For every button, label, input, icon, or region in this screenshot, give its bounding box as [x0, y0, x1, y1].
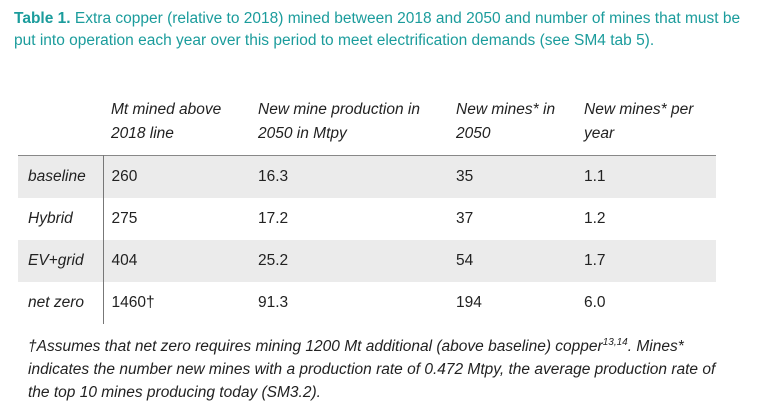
- table-cell: 17.2: [258, 210, 289, 227]
- table-row: Hybrid 275 17.2 37 1.2: [18, 198, 716, 240]
- table-cell: 1460†: [111, 294, 155, 311]
- table-cell: 6.0: [584, 294, 606, 311]
- row-label: EV+grid: [18, 240, 104, 282]
- table-cell: 35: [448, 155, 576, 198]
- header-cell: [18, 94, 103, 156]
- table-cell: 275: [111, 210, 138, 227]
- table-cell: 260: [103, 155, 250, 198]
- row-label: baseline: [18, 155, 104, 198]
- header-cell: Mt mined above 2018 line: [111, 101, 222, 142]
- table-cell: 1.2: [584, 210, 606, 227]
- table-row: net zero 1460† 91.3 194 6.0: [18, 282, 716, 324]
- header-cell: New mines* in 2050: [456, 101, 556, 142]
- footnote-superscript: 13,14: [602, 337, 628, 348]
- table-cell: 404: [103, 240, 250, 282]
- row-label: net zero: [18, 282, 104, 324]
- table-cell: 16.3: [250, 155, 448, 198]
- table-cell: 54: [448, 240, 576, 282]
- table-cell: 25.2: [250, 240, 448, 282]
- table-cell: 1.1: [576, 155, 716, 198]
- header-cell: New mines* per year: [584, 101, 694, 142]
- caption-label: Table 1.: [14, 10, 71, 27]
- footnote: †Assumes that net zero requires mining 1…: [28, 331, 728, 404]
- footnote-text: †Assumes that net zero requires mining 1…: [28, 338, 603, 356]
- footnote-text: . Mines* indicates the number new mines …: [28, 338, 716, 402]
- caption-text: Extra copper (relative to 2018) mined be…: [14, 10, 741, 49]
- table-cell: 91.3: [258, 294, 289, 311]
- table-row: EV+grid 404 25.2 54 1.7: [18, 240, 716, 282]
- table-cell: 194: [456, 294, 482, 311]
- table-cell: 37: [456, 210, 474, 227]
- row-label: Hybrid: [18, 198, 104, 240]
- table-row: baseline 260 16.3 35 1.1: [18, 155, 716, 198]
- table-cell: 1.7: [576, 240, 716, 282]
- header-cell: New mine production in 2050 in Mtpy: [258, 101, 420, 142]
- caption: Table 1. Extra copper (relative to 2018)…: [14, 8, 762, 52]
- data-table: Mt mined above 2018 line New mine product…: [18, 94, 716, 324]
- header-row: Mt mined above 2018 line New mine product…: [18, 94, 716, 156]
